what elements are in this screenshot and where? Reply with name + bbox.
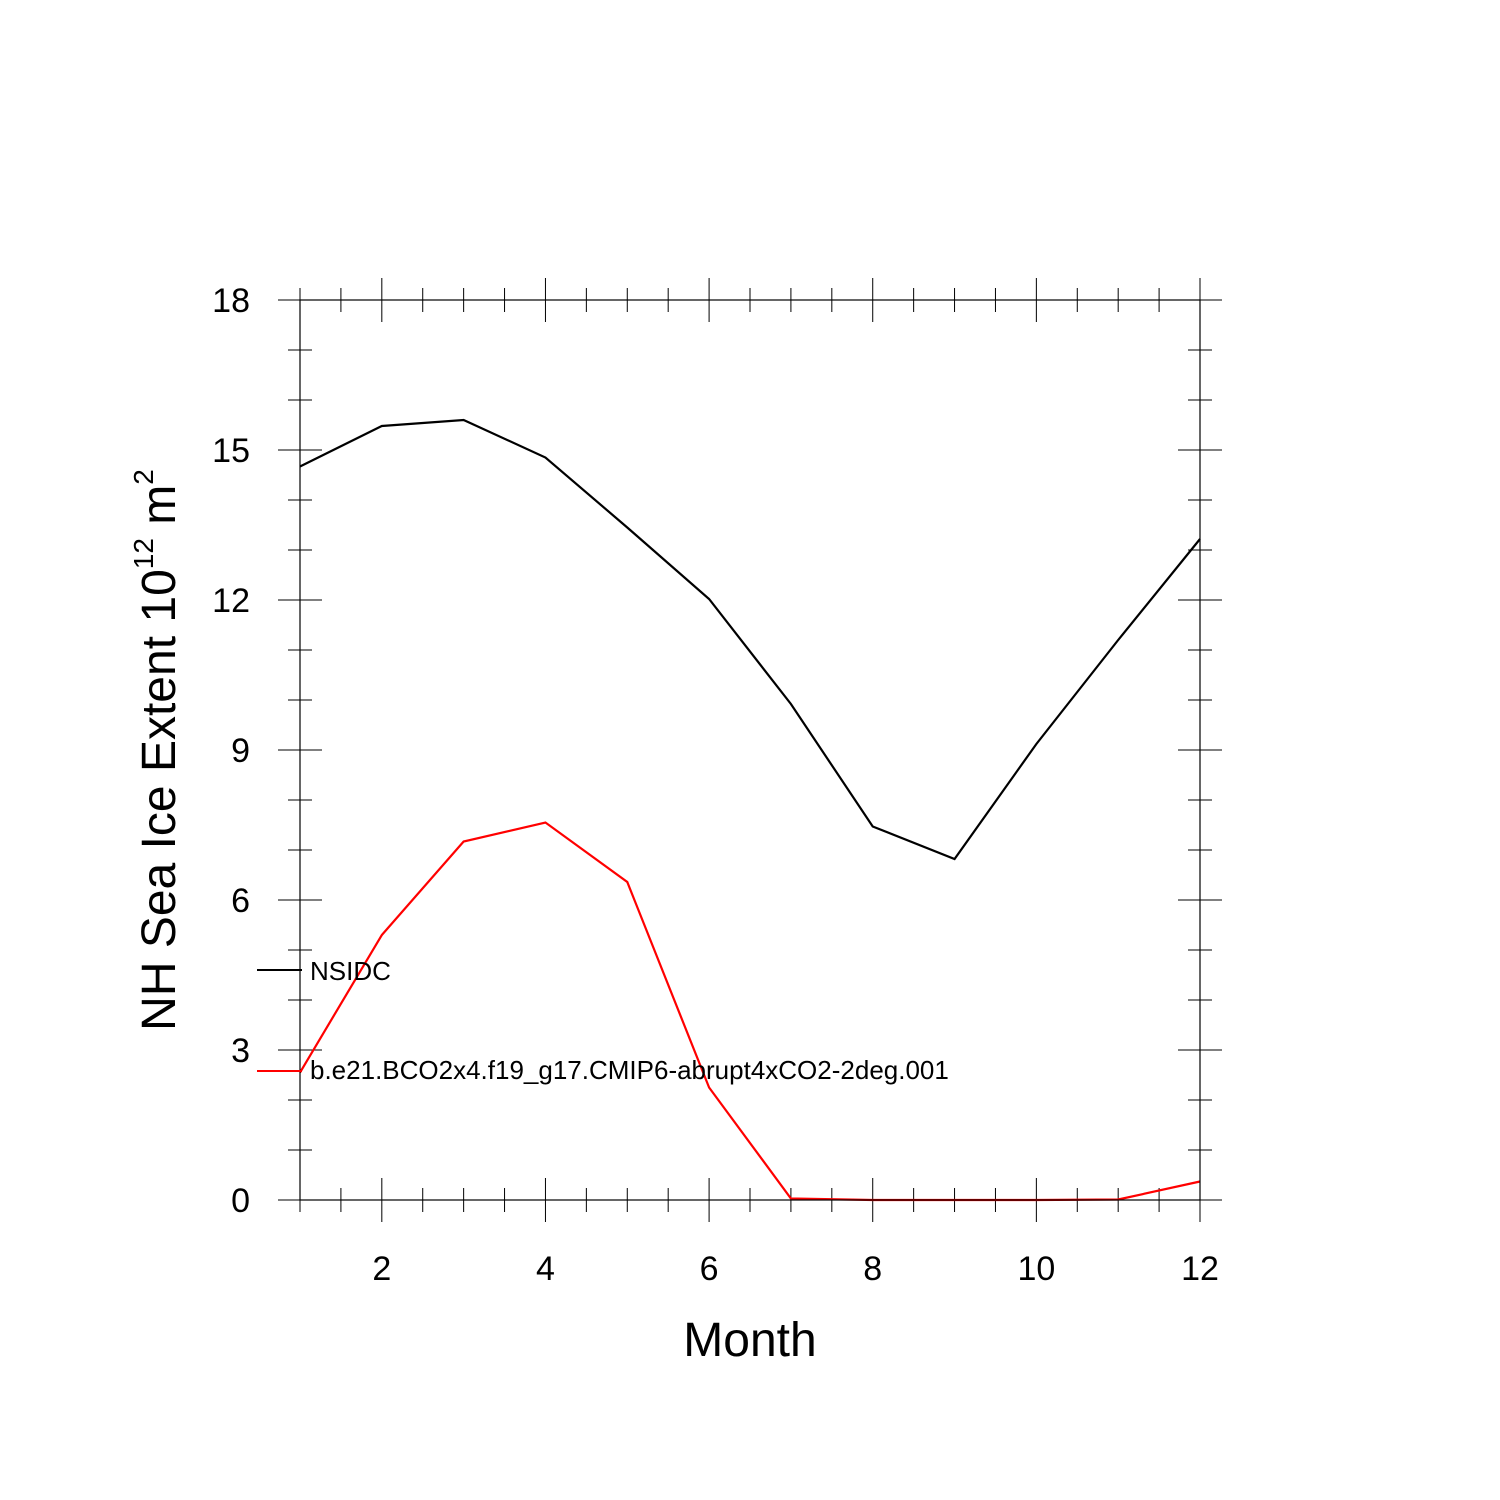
x-tick-label: 10 (1017, 1250, 1055, 1288)
y-tick-label: 3 (231, 1032, 250, 1070)
x-tick-label: 8 (863, 1250, 882, 1288)
tick-labels: 0 3 6 9 12 15 18 2 4 6 8 10 12 (212, 282, 1219, 1288)
series-line-nsidc (299, 418, 1201, 861)
y-tick-label: 18 (212, 282, 250, 320)
y-axis-title-text: NH Sea Ice Extent 10 (133, 569, 186, 1031)
x-tick-label: 4 (536, 1250, 555, 1288)
y-tick-label: 15 (212, 432, 250, 470)
series-line-cesm-abrupt4xco2 (299, 821, 1201, 1202)
legend-label-nsidc: NSIDC (310, 956, 391, 986)
y-tick-label: 9 (231, 732, 250, 770)
legend: NSIDC b.e21.BCO2x4.f19_g17.CMIP6-abrupt4… (257, 956, 949, 1085)
x-axis-title: Month (683, 1314, 816, 1367)
x-tick-label: 6 (700, 1250, 719, 1288)
y-axis-title: NH Sea Ice Extent 1012 m2 (128, 469, 186, 1031)
x-tick-label: 2 (372, 1250, 391, 1288)
y-tick-label: 0 (231, 1182, 250, 1220)
x-tick-label: 12 (1181, 1250, 1219, 1288)
y-axis-title-unit-exponent: 2 (128, 469, 159, 485)
plot-frame (299, 299, 1201, 1201)
y-axis-title-unit: m (133, 485, 186, 538)
y-tick-label: 6 (231, 882, 250, 920)
legend-label-cesm: b.e21.BCO2x4.f19_g17.CMIP6-abrupt4xCO2-2… (310, 1055, 949, 1085)
y-axis-title-exponent: 12 (128, 538, 159, 569)
y-tick-label: 12 (212, 582, 250, 620)
